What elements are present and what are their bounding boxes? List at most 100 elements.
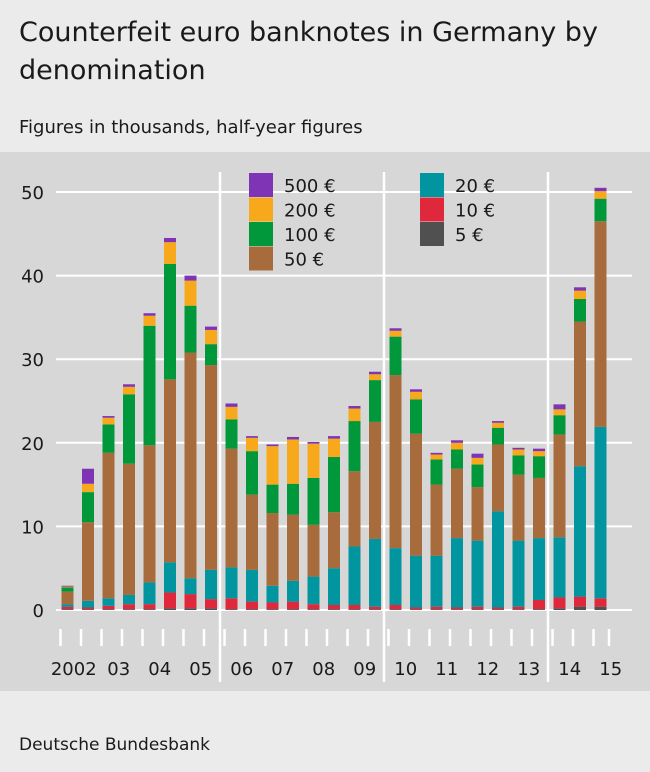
bar-segment xyxy=(225,419,238,449)
bar-segment xyxy=(492,422,504,428)
bar-segment xyxy=(451,538,463,608)
y-tick-label: 10 xyxy=(21,517,44,538)
bar-segment xyxy=(246,494,258,570)
bar-segment xyxy=(553,434,566,538)
bar-segment xyxy=(553,409,566,416)
bar-segment xyxy=(553,404,566,410)
bar-segment xyxy=(533,477,545,539)
bar-segment xyxy=(102,424,115,453)
bar-segment xyxy=(266,513,279,586)
legend-swatch xyxy=(249,222,273,246)
bar-segment xyxy=(205,329,217,345)
bar-segment xyxy=(574,290,586,300)
bar-segment xyxy=(82,483,94,493)
bar-segment xyxy=(369,609,381,610)
bar-segment xyxy=(287,609,299,610)
bar-segment xyxy=(492,421,504,423)
bar-segment xyxy=(451,449,463,469)
year-label: 03 xyxy=(107,659,130,680)
year-label: 11 xyxy=(435,659,458,680)
bar-segment xyxy=(102,598,115,606)
bar-segment xyxy=(184,352,197,579)
source-label: Deutsche Bundesbank xyxy=(19,735,210,755)
bar-segment xyxy=(307,524,320,577)
bar-segment xyxy=(492,427,504,445)
bar-segment xyxy=(123,463,135,595)
bar-segment xyxy=(164,242,176,264)
bar-segment xyxy=(492,609,504,610)
bar-segment xyxy=(512,455,525,475)
bar-segment xyxy=(410,391,422,400)
bar-segment xyxy=(184,578,197,595)
bar-segment xyxy=(287,514,299,581)
bar-segment xyxy=(430,484,443,556)
bar-segment xyxy=(348,604,361,610)
bar-segment xyxy=(512,606,525,610)
bar-segment xyxy=(287,601,299,610)
bar-segment xyxy=(287,483,299,515)
legend-swatch xyxy=(420,197,444,222)
bar-segment xyxy=(369,538,381,607)
bar-segment xyxy=(533,456,545,478)
bar-segment xyxy=(164,263,176,380)
bar-segment xyxy=(471,457,484,465)
bar-segment xyxy=(307,609,320,610)
bar-segment xyxy=(553,597,566,609)
bar-segment xyxy=(328,457,340,513)
legend-swatch xyxy=(420,173,444,197)
bar-segment xyxy=(246,609,258,610)
bar-segment xyxy=(225,406,238,420)
bar-segment xyxy=(553,537,566,598)
bar-segment xyxy=(143,315,156,326)
bar-segment xyxy=(123,394,135,464)
bar-segment xyxy=(451,442,463,450)
bar-segment xyxy=(389,375,402,549)
legend-swatch xyxy=(249,197,273,222)
bar-segment xyxy=(123,594,135,605)
bar-segment xyxy=(348,421,361,472)
legend-label: 200 € xyxy=(284,201,336,222)
bar-segment xyxy=(574,606,586,610)
bar-segment xyxy=(246,601,258,610)
bar-segment xyxy=(61,609,74,610)
bar-segment xyxy=(164,379,176,563)
year-label: 04 xyxy=(148,659,171,680)
header: Counterfeit euro banknotes in Germany by… xyxy=(0,0,650,152)
bar-segment xyxy=(164,237,176,243)
bar-segment xyxy=(471,606,484,610)
bar-segment xyxy=(492,511,504,608)
bar-segment xyxy=(164,608,176,610)
bar-segment xyxy=(574,466,586,597)
bar-segment xyxy=(471,464,484,488)
bar-segment xyxy=(184,280,197,306)
bar-segment xyxy=(533,448,545,452)
legend-label: 5 € xyxy=(455,225,484,246)
bar-segment xyxy=(102,416,115,418)
year-label: 08 xyxy=(312,659,335,680)
bar-segment xyxy=(574,299,586,322)
bar-segment xyxy=(61,587,74,592)
bar-segment xyxy=(184,275,197,281)
bar-segment xyxy=(82,468,94,484)
bar-segment xyxy=(225,567,238,599)
bar-segment xyxy=(266,609,279,610)
bar-segment xyxy=(512,449,525,456)
bar-segment xyxy=(328,609,340,610)
bar-segment xyxy=(123,386,135,395)
bar-segment xyxy=(594,187,607,192)
bar-segment xyxy=(61,591,74,605)
year-label: 13 xyxy=(517,659,540,680)
legend-swatch xyxy=(249,173,273,197)
bar-segment xyxy=(533,609,545,610)
legend-label: 500 € xyxy=(284,176,336,197)
y-tick-label: 30 xyxy=(21,350,44,371)
bar-segment xyxy=(246,436,258,438)
bar-segment xyxy=(594,198,607,222)
legend-label: 100 € xyxy=(284,225,336,246)
bar-segment xyxy=(553,415,566,435)
bar-segment xyxy=(369,374,381,381)
bar-segment xyxy=(143,313,156,316)
bar-segment xyxy=(492,607,504,610)
year-label: 10 xyxy=(394,659,417,680)
bar-segment xyxy=(61,586,74,588)
